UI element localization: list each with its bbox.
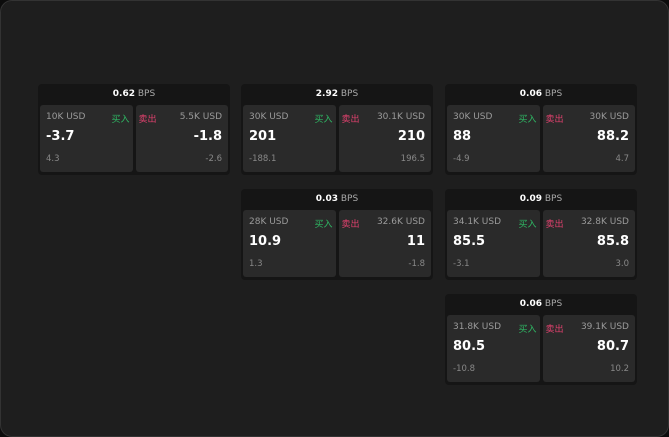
spread-unit: BPS — [340, 89, 359, 99]
ask-change: -1.8 — [408, 259, 425, 269]
bid-quantity: 28K USD — [249, 217, 289, 227]
bid-change: 1.3 — [249, 259, 263, 269]
bid-quantity: 30K USD — [453, 112, 493, 122]
bid-quantity: 30K USD — [249, 112, 289, 122]
bid-price: -3.7 — [46, 129, 75, 144]
ask-change: 10.2 — [610, 364, 629, 374]
sell-panel[interactable]: 卖出 30K USD 88.2 4.7 — [542, 105, 635, 172]
quote-card: 0.62 BPS 10K USD 买入 -3.7 4.3 卖出 5.5K USD… — [38, 84, 230, 175]
sell-label[interactable]: 卖出 — [341, 220, 360, 230]
quote-card: 0.09 BPS 34.1K USD 买入 85.5 -3.1 卖出 32.8K… — [445, 189, 637, 280]
sell-panel[interactable]: 卖出 32.6K USD 11 -1.8 — [338, 210, 431, 277]
ask-change: 196.5 — [400, 154, 425, 164]
spread-unit: BPS — [544, 194, 563, 204]
spread-value: 2.92 — [315, 89, 338, 99]
sell-label[interactable]: 卖出 — [545, 325, 564, 335]
sell-panel[interactable]: 卖出 5.5K USD -1.8 -2.6 — [135, 105, 228, 172]
ask-price: 11 — [406, 234, 425, 249]
buy-label[interactable]: 买入 — [518, 115, 537, 125]
bid-price: 80.5 — [453, 339, 486, 354]
spread-header: 0.06 BPS — [445, 294, 637, 315]
spread-unit: BPS — [340, 194, 359, 204]
ask-price: 210 — [397, 129, 425, 144]
ask-change: 4.7 — [615, 154, 629, 164]
bid-quantity: 31.8K USD — [453, 322, 502, 332]
buy-label[interactable]: 买入 — [314, 220, 333, 230]
buy-panel[interactable]: 30K USD 买入 88 -4.9 — [447, 105, 540, 172]
buy-label[interactable]: 买入 — [314, 115, 333, 125]
ask-quantity: 30K USD — [589, 112, 629, 122]
spread-value: 0.06 — [519, 89, 542, 99]
buy-panel[interactable]: 34.1K USD 买入 85.5 -3.1 — [447, 210, 540, 277]
spread-value: 0.62 — [112, 89, 135, 99]
spread-header: 0.06 BPS — [445, 84, 637, 105]
buy-panel[interactable]: 30K USD 买入 201 -188.1 — [243, 105, 336, 172]
sell-panel[interactable]: 卖出 32.8K USD 85.8 3.0 — [542, 210, 635, 277]
bid-price: 201 — [249, 129, 277, 144]
bid-quantity: 10K USD — [46, 112, 86, 122]
sell-label[interactable]: 卖出 — [341, 115, 360, 125]
bid-price: 85.5 — [453, 234, 486, 249]
buy-panel[interactable]: 31.8K USD 买入 80.5 -10.8 — [447, 315, 540, 382]
sell-label[interactable]: 卖出 — [545, 115, 564, 125]
spread-header: 0.03 BPS — [241, 189, 433, 210]
spread-unit: BPS — [544, 299, 563, 309]
ask-quantity: 5.5K USD — [179, 112, 222, 122]
quote-card: 2.92 BPS 30K USD 买入 201 -188.1 卖出 30.1K … — [241, 84, 433, 175]
bid-change: -4.9 — [453, 154, 470, 164]
buy-panel[interactable]: 28K USD 买入 10.9 1.3 — [243, 210, 336, 277]
spread-value: 0.09 — [519, 194, 542, 204]
ask-change: 3.0 — [615, 259, 629, 269]
ask-price: 85.8 — [596, 234, 629, 249]
spread-unit: BPS — [544, 89, 563, 99]
buy-label[interactable]: 买入 — [111, 115, 130, 125]
spread-header: 0.09 BPS — [445, 189, 637, 210]
buy-panel[interactable]: 10K USD 买入 -3.7 4.3 — [40, 105, 133, 172]
ask-quantity: 32.6K USD — [376, 217, 425, 227]
ask-price: 80.7 — [596, 339, 629, 354]
bid-change: -188.1 — [249, 154, 277, 164]
spread-header: 0.62 BPS — [38, 84, 230, 105]
sell-label[interactable]: 卖出 — [138, 115, 157, 125]
bid-change: 4.3 — [46, 154, 60, 164]
ask-quantity: 39.1K USD — [580, 322, 629, 332]
sell-panel[interactable]: 卖出 30.1K USD 210 196.5 — [338, 105, 431, 172]
ask-change: -2.6 — [205, 154, 222, 164]
ask-quantity: 32.8K USD — [580, 217, 629, 227]
bid-change: -10.8 — [453, 364, 475, 374]
bid-quantity: 34.1K USD — [453, 217, 502, 227]
ask-price: -1.8 — [193, 129, 222, 144]
ask-price: 88.2 — [596, 129, 629, 144]
spread-value: 0.03 — [315, 194, 338, 204]
spread-header: 2.92 BPS — [241, 84, 433, 105]
bid-price: 10.9 — [249, 234, 282, 249]
bid-change: -3.1 — [453, 259, 470, 269]
sell-label[interactable]: 卖出 — [545, 220, 564, 230]
buy-label[interactable]: 买入 — [518, 325, 537, 335]
bid-price: 88 — [453, 129, 472, 144]
spread-unit: BPS — [137, 89, 156, 99]
quote-card: 0.06 BPS 30K USD 买入 88 -4.9 卖出 30K USD 8… — [445, 84, 637, 175]
ask-quantity: 30.1K USD — [376, 112, 425, 122]
spread-value: 0.06 — [519, 299, 542, 309]
quote-card: 0.03 BPS 28K USD 买入 10.9 1.3 卖出 32.6K US… — [241, 189, 433, 280]
buy-label[interactable]: 买入 — [518, 220, 537, 230]
sell-panel[interactable]: 卖出 39.1K USD 80.7 10.2 — [542, 315, 635, 382]
quote-card: 0.06 BPS 31.8K USD 买入 80.5 -10.8 卖出 39.1… — [445, 294, 637, 385]
